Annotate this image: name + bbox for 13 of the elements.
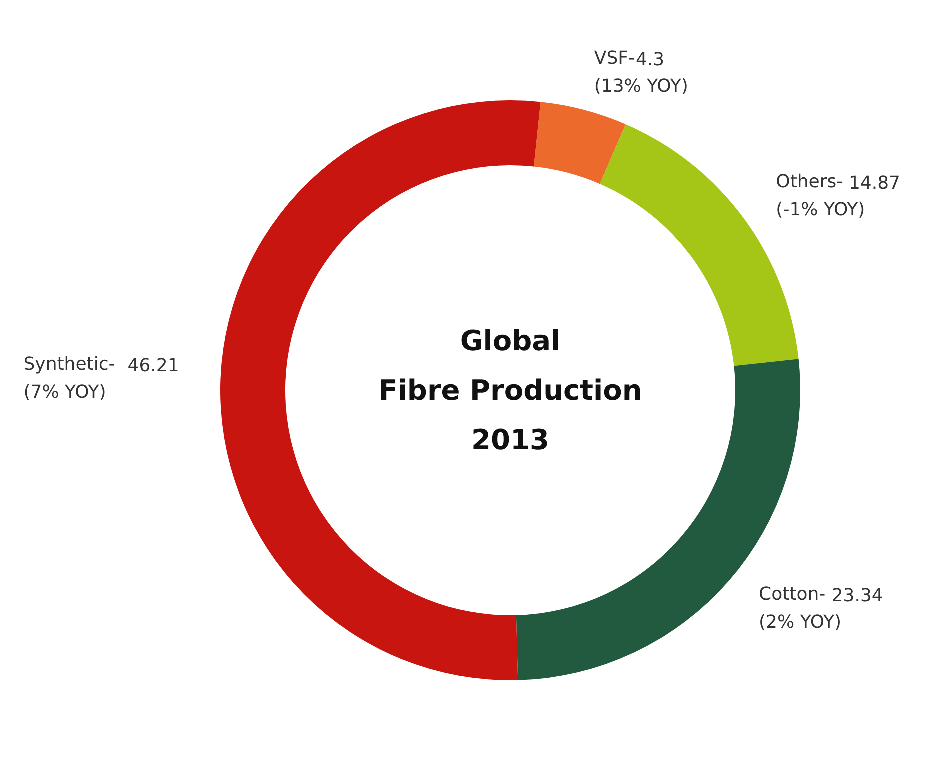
text: (2% YOY) — [759, 612, 842, 634]
text: (-1% YOY) — [776, 199, 866, 220]
data-label: 46.21 — [128, 356, 180, 377]
slice-label: VSF- — [594, 48, 635, 69]
slice-label: Others- — [776, 171, 844, 192]
data-label: 4.3 — [636, 49, 665, 70]
data-label: 14.87 — [848, 172, 901, 194]
text: Global Fibre Production 2013 — [378, 324, 642, 456]
slice-label: Synthetic- — [24, 354, 116, 376]
slice-label: Cotton- — [759, 584, 826, 606]
text: (13% YOY) — [594, 76, 688, 97]
text: (7% YOY) — [24, 382, 106, 404]
data-label: 23.34 — [832, 586, 884, 607]
